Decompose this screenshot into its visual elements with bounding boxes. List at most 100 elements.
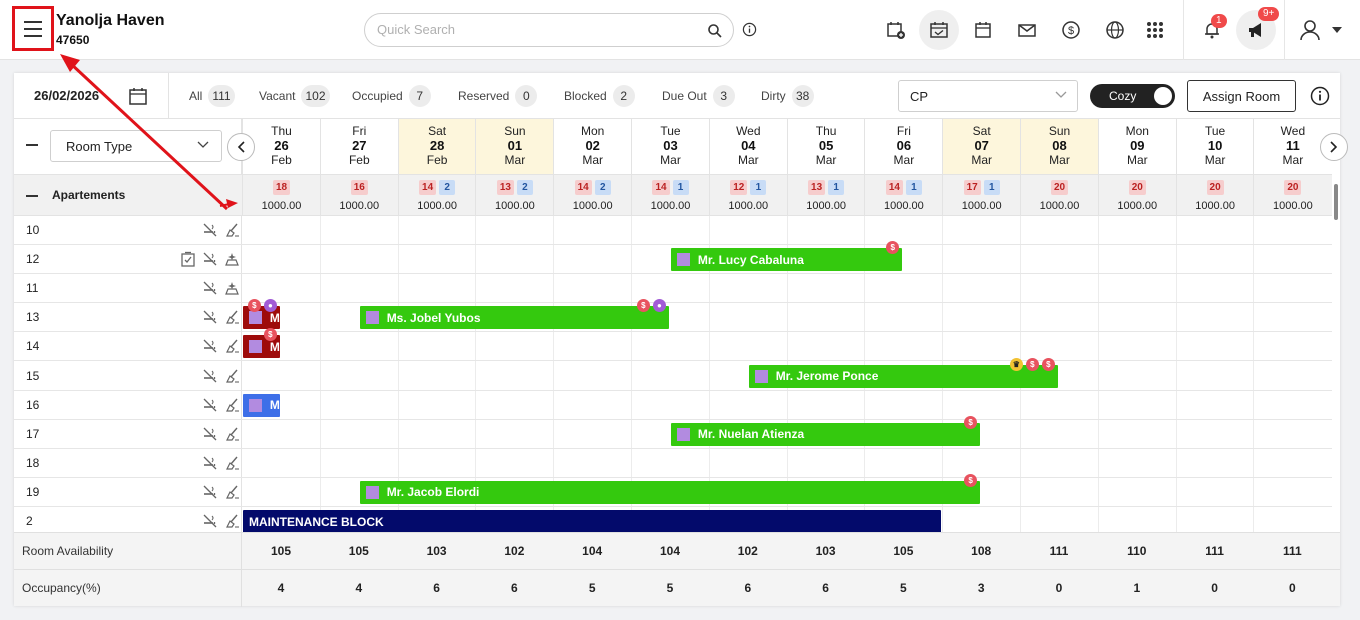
availability-value: 111 bbox=[1205, 544, 1224, 558]
checklist-icon[interactable] bbox=[180, 251, 196, 267]
no-smoking-icon[interactable] bbox=[202, 484, 218, 500]
no-smoking-icon[interactable] bbox=[202, 455, 218, 471]
search-input[interactable] bbox=[377, 22, 697, 37]
building-icon bbox=[249, 311, 262, 325]
filter-occupied[interactable]: Occupied 7 bbox=[352, 85, 431, 107]
no-smoking-icon[interactable] bbox=[202, 338, 218, 354]
room-number[interactable]: 12 bbox=[26, 252, 40, 267]
room-number[interactable]: 18 bbox=[26, 455, 40, 470]
date-picker-icon[interactable] bbox=[128, 86, 148, 106]
day-month: Mar bbox=[893, 153, 915, 167]
day-name: Mon bbox=[581, 124, 605, 138]
calendar-icon[interactable] bbox=[969, 16, 997, 44]
sparkle-clean-icon[interactable] bbox=[224, 251, 240, 267]
stat-pills: 14 2 bbox=[554, 180, 631, 195]
calendar-add-icon[interactable] bbox=[882, 16, 910, 44]
broom-icon[interactable] bbox=[224, 426, 240, 442]
room-number[interactable]: 2 bbox=[26, 514, 33, 528]
stat-pills: 12 1 bbox=[710, 180, 787, 195]
next-dates-button[interactable] bbox=[1320, 133, 1348, 161]
room-number[interactable]: 13 bbox=[26, 310, 40, 325]
info-icon[interactable] bbox=[1310, 86, 1330, 106]
megaphone-icon[interactable] bbox=[1242, 16, 1270, 44]
day-month: Mar bbox=[1282, 153, 1304, 167]
prev-dates-button[interactable] bbox=[227, 133, 255, 161]
room-number[interactable]: 17 bbox=[26, 426, 40, 441]
room-type-select[interactable]: Room Type bbox=[50, 130, 222, 162]
selected-date[interactable]: 26/02/2026 bbox=[34, 88, 100, 103]
no-smoking-icon[interactable] bbox=[202, 368, 218, 384]
no-smoking-icon[interactable] bbox=[202, 280, 218, 296]
broom-icon[interactable] bbox=[224, 455, 240, 471]
room-number[interactable]: 19 bbox=[26, 484, 40, 499]
room-number[interactable]: 15 bbox=[26, 368, 40, 383]
filter-all[interactable]: All 111 bbox=[189, 85, 235, 107]
broom-icon[interactable] bbox=[224, 513, 240, 529]
occupied-count-pill: 17 bbox=[963, 180, 981, 195]
day-date: 26 bbox=[274, 138, 289, 153]
collapse-all-icon[interactable] bbox=[26, 144, 38, 146]
filter-count: 7 bbox=[408, 85, 431, 107]
search-icon[interactable] bbox=[707, 23, 723, 39]
assign-room-button[interactable]: Assign Room bbox=[1187, 80, 1296, 112]
room-number[interactable]: 10 bbox=[26, 223, 40, 237]
filter-vacant[interactable]: Vacant 102 bbox=[259, 85, 330, 107]
hamburger-menu-button[interactable] bbox=[12, 6, 54, 51]
reservation-bar[interactable]: M $ ● bbox=[243, 299, 280, 330]
day-rate: 1000.00 bbox=[806, 200, 846, 212]
scrollbar-thumb[interactable] bbox=[1334, 184, 1338, 220]
reservation-bar[interactable]: M bbox=[243, 393, 280, 417]
reservation-bar[interactable]: Mr. Jerome Ponce ♛ $ $ bbox=[748, 357, 1058, 388]
room-status-icons bbox=[202, 426, 240, 442]
sparkle-clean-icon[interactable] bbox=[224, 280, 240, 296]
day-stats: 14 1 1000.00 bbox=[631, 175, 709, 215]
no-smoking-icon[interactable] bbox=[202, 426, 218, 442]
filter-blocked[interactable]: Blocked 2 bbox=[564, 85, 635, 107]
no-smoking-icon[interactable] bbox=[202, 251, 218, 267]
day-header: Thu 26 Feb bbox=[242, 119, 320, 174]
reservation-bar[interactable]: Mr. Lucy Cabaluna $ bbox=[670, 241, 903, 272]
rate-plan-select[interactable]: CP bbox=[898, 80, 1078, 112]
filter-dirty[interactable]: Dirty 38 bbox=[761, 85, 814, 107]
collapse-group-icon[interactable] bbox=[26, 195, 38, 197]
apps-grid-icon[interactable] bbox=[1141, 16, 1169, 44]
day-header: Sun 01 Mar bbox=[475, 119, 554, 174]
broom-icon[interactable] bbox=[224, 222, 240, 238]
chevron-down-icon[interactable] bbox=[1330, 16, 1344, 44]
filter-due-out[interactable]: Due Out 3 bbox=[662, 85, 735, 107]
dollar-icon[interactable]: $ bbox=[1057, 16, 1085, 44]
notification-badge: 1 bbox=[1211, 14, 1227, 28]
broom-icon[interactable] bbox=[224, 338, 240, 354]
no-smoking-icon[interactable] bbox=[202, 309, 218, 325]
occupancy-value: 0 bbox=[1055, 581, 1063, 595]
broom-icon[interactable] bbox=[224, 368, 240, 384]
filter-reserved[interactable]: Reserved 0 bbox=[458, 85, 538, 107]
reservation-bar[interactable]: Ms. Jobel Yubos $ ● bbox=[359, 299, 669, 330]
reservation-bar[interactable]: Mr. Nuelan Atienza $ bbox=[670, 415, 981, 446]
maintenance-block[interactable]: MAINTENANCE BLOCK bbox=[243, 510, 942, 533]
day-header: Wed 11 Mar bbox=[1253, 119, 1331, 174]
room-number[interactable]: 11 bbox=[26, 281, 39, 296]
reservation-bar[interactable]: Mr. Jacob Elordi $ bbox=[359, 473, 981, 504]
cozy-toggle[interactable]: Cozy bbox=[1090, 84, 1175, 108]
reservation-bar[interactable]: M $ bbox=[243, 328, 280, 359]
occupied-count-pill: 20 bbox=[1206, 180, 1224, 195]
no-smoking-icon[interactable] bbox=[202, 513, 218, 529]
occupied-count-pill: 20 bbox=[1050, 180, 1069, 195]
broom-icon[interactable] bbox=[224, 484, 240, 500]
filter-count: 0 bbox=[515, 85, 538, 107]
globe-icon[interactable] bbox=[1101, 16, 1129, 44]
room-row: 10 bbox=[14, 216, 1332, 245]
calendar-check-icon[interactable] bbox=[919, 10, 959, 50]
user-icon[interactable] bbox=[1298, 16, 1322, 44]
blocked-count-pill: 1 bbox=[750, 180, 767, 195]
day-name: Thu bbox=[271, 124, 292, 138]
broom-icon[interactable] bbox=[224, 309, 240, 325]
broom-icon[interactable] bbox=[224, 397, 240, 413]
room-number[interactable]: 16 bbox=[26, 397, 40, 412]
room-number[interactable]: 14 bbox=[26, 339, 40, 354]
no-smoking-icon[interactable] bbox=[202, 397, 218, 413]
info-icon[interactable] bbox=[742, 22, 757, 37]
mail-icon[interactable] bbox=[1013, 16, 1041, 44]
no-smoking-icon[interactable] bbox=[202, 222, 218, 238]
